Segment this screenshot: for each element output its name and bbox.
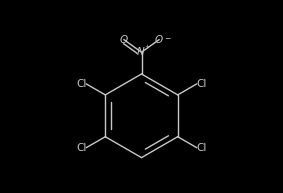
Text: −: − (164, 35, 171, 44)
Text: Cl: Cl (197, 143, 207, 153)
Text: +: + (144, 44, 149, 49)
Text: O: O (120, 35, 128, 45)
Text: Cl: Cl (76, 79, 86, 89)
Text: N: N (137, 47, 144, 57)
Text: O: O (155, 35, 163, 45)
Text: Cl: Cl (197, 79, 207, 89)
Text: Cl: Cl (76, 143, 86, 153)
